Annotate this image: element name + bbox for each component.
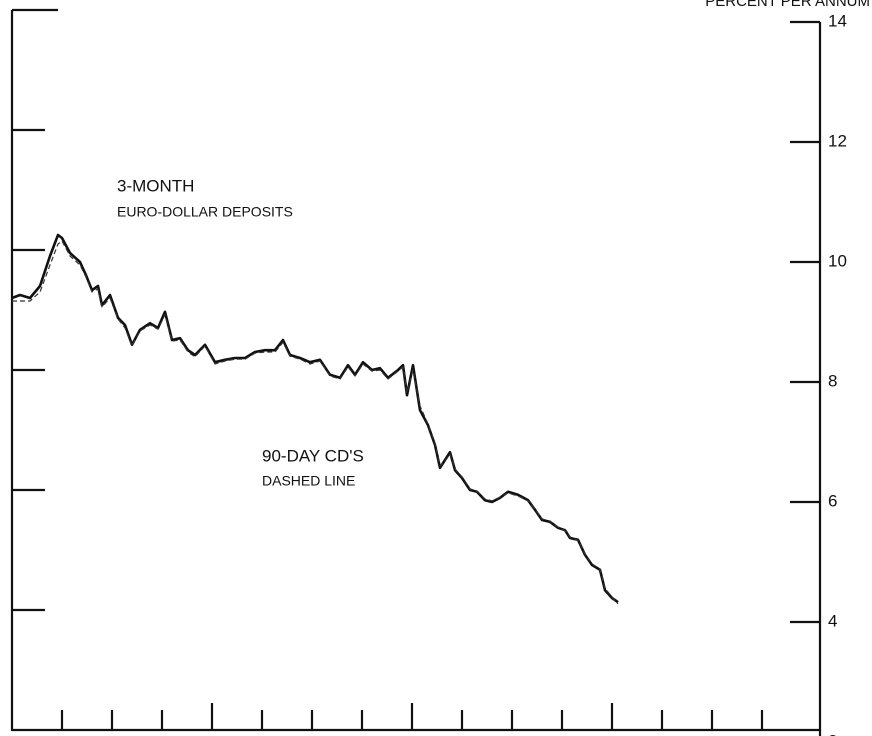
annotation: 90-DAY CD'S (262, 446, 364, 465)
annotation: 3-MONTH (117, 176, 194, 195)
y-tick-label: 6 (828, 491, 837, 510)
y-tick-label: 12 (828, 131, 847, 150)
line (12, 240, 619, 605)
y-tick-label: 2 (828, 731, 837, 736)
annotation: DASHED LINE (262, 473, 355, 489)
y-tick-label: 10 (828, 251, 847, 270)
y-tick-label: 14 (828, 11, 847, 30)
line (11, 233, 619, 604)
y-tick-label: 8 (828, 371, 837, 390)
y-tick-label: 4 (828, 611, 837, 630)
axis-title: PERCENT PER ANNUM (705, 0, 870, 10)
annotation: EURO-DOLLAR DEPOSITS (117, 204, 293, 220)
